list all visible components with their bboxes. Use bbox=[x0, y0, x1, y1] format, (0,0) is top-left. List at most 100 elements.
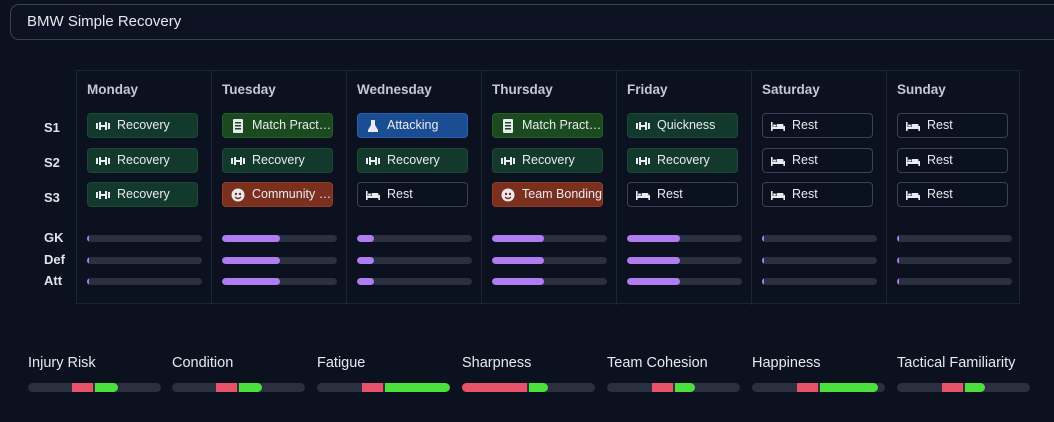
session-slot[interactable]: Match Practice bbox=[492, 113, 603, 138]
workload-bar-gk bbox=[762, 235, 877, 242]
workload-bar-att bbox=[492, 278, 607, 285]
meter-track bbox=[462, 383, 595, 392]
workload-fill bbox=[222, 257, 280, 264]
session-label: Attacking bbox=[387, 118, 439, 132]
day-header: Monday bbox=[87, 82, 139, 97]
meter-label: Happiness bbox=[752, 355, 821, 371]
schedule-name-input[interactable]: BMW Simple Recovery bbox=[10, 4, 1054, 40]
dumbbell-icon bbox=[230, 153, 246, 169]
meter-track bbox=[172, 383, 305, 392]
meter-negative-segment bbox=[462, 383, 528, 392]
dumbbell-icon bbox=[635, 153, 651, 169]
session-label: Rest bbox=[927, 187, 953, 201]
position-label-att: Att bbox=[44, 273, 63, 288]
day-header: Friday bbox=[627, 82, 668, 97]
workload-bar-def bbox=[627, 257, 742, 264]
session-slot[interactable]: Rest bbox=[357, 182, 468, 207]
workload-fill bbox=[492, 278, 544, 285]
session-slot[interactable]: Rest bbox=[762, 182, 873, 207]
workload-fill bbox=[897, 235, 900, 242]
position-label-gk: GK bbox=[44, 230, 64, 245]
workload-fill bbox=[762, 235, 765, 242]
session-label-s3: S3 bbox=[44, 190, 60, 205]
meter-positive-segment bbox=[528, 383, 549, 392]
clipboard-icon bbox=[230, 118, 246, 134]
meter-team-cohesion: Team Cohesion bbox=[607, 355, 741, 392]
dumbbell-icon bbox=[95, 118, 111, 134]
meter-positive-segment bbox=[674, 383, 695, 392]
session-slot[interactable]: Recovery bbox=[492, 148, 603, 173]
weekly-schedule-grid: Monday Recovery Recovery Recovery Tuesday Mat… bbox=[76, 70, 1021, 305]
day-column-monday: Monday Recovery Recovery Recovery bbox=[77, 71, 212, 305]
session-label: Rest bbox=[792, 187, 818, 201]
session-label-s1: S1 bbox=[44, 120, 60, 135]
workload-bar-gk bbox=[897, 235, 1012, 242]
session-label-s2: S2 bbox=[44, 155, 60, 170]
session-slot[interactable]: Rest bbox=[627, 182, 738, 207]
session-slot[interactable]: Match Practice bbox=[222, 113, 333, 138]
session-slot[interactable]: Rest bbox=[897, 148, 1008, 173]
workload-fill bbox=[222, 278, 280, 285]
meter-negative-segment bbox=[215, 383, 238, 392]
session-label: Rest bbox=[927, 118, 953, 132]
session-slot[interactable]: Recovery bbox=[627, 148, 738, 173]
day-header: Saturday bbox=[762, 82, 820, 97]
workload-fill bbox=[897, 257, 900, 264]
workload-fill bbox=[897, 278, 900, 285]
meter-label: Team Cohesion bbox=[607, 355, 708, 371]
session-label: Quickness bbox=[657, 118, 716, 132]
workload-bar-def bbox=[222, 257, 337, 264]
session-slot[interactable]: Recovery bbox=[87, 182, 198, 207]
session-label: Rest bbox=[927, 153, 953, 167]
meter-negative-segment bbox=[652, 383, 674, 392]
dumbbell-icon bbox=[365, 153, 381, 169]
session-label: Recovery bbox=[117, 187, 170, 201]
workload-bar-att bbox=[87, 278, 202, 285]
day-header: Sunday bbox=[897, 82, 946, 97]
dumbbell-icon bbox=[95, 187, 111, 203]
session-label: Match Practice bbox=[522, 118, 602, 132]
session-label: Recovery bbox=[117, 118, 170, 132]
meter-label: Injury Risk bbox=[28, 355, 96, 371]
session-slot[interactable]: Rest bbox=[897, 182, 1008, 207]
workload-fill bbox=[87, 257, 90, 264]
meter-track bbox=[752, 383, 885, 392]
meter-track bbox=[28, 383, 161, 392]
session-label: Rest bbox=[387, 187, 413, 201]
session-slot[interactable]: Attacking bbox=[357, 113, 468, 138]
workload-fill bbox=[762, 257, 765, 264]
session-slot[interactable]: Recovery bbox=[87, 148, 198, 173]
session-label: Match Practice bbox=[252, 118, 332, 132]
workload-bar-gk bbox=[357, 235, 472, 242]
workload-fill bbox=[357, 257, 375, 264]
workload-bar-def bbox=[87, 257, 202, 264]
day-column-wednesday: Wednesday Attacking Recovery Rest bbox=[347, 71, 482, 305]
bed-icon bbox=[905, 187, 921, 203]
workload-fill bbox=[627, 278, 680, 285]
session-slot[interactable]: Recovery bbox=[87, 113, 198, 138]
day-column-sunday: Sunday Rest Rest Rest bbox=[887, 71, 1021, 305]
meter-negative-segment bbox=[942, 383, 964, 392]
meter-sharpness: Sharpness bbox=[462, 355, 596, 392]
day-column-tuesday: Tuesday Match Practice Recovery Community O… bbox=[212, 71, 347, 305]
session-slot[interactable]: Rest bbox=[897, 113, 1008, 138]
session-slot[interactable]: Team Bonding bbox=[492, 182, 603, 207]
session-slot[interactable]: Recovery bbox=[222, 148, 333, 173]
workload-bar-def bbox=[357, 257, 472, 264]
day-column-saturday: Saturday Rest Rest Rest bbox=[752, 71, 887, 305]
session-slot[interactable]: Quickness bbox=[627, 113, 738, 138]
session-slot[interactable]: Rest bbox=[762, 148, 873, 173]
session-slot[interactable]: Rest bbox=[762, 113, 873, 138]
meter-positive-segment bbox=[94, 383, 119, 392]
workload-fill bbox=[627, 235, 680, 242]
session-slot[interactable]: Recovery bbox=[357, 148, 468, 173]
workload-fill bbox=[762, 278, 765, 285]
workload-fill bbox=[357, 278, 375, 285]
day-header: Tuesday bbox=[222, 82, 276, 97]
session-label: Recovery bbox=[252, 153, 305, 167]
workload-fill bbox=[87, 278, 90, 285]
meter-negative-segment bbox=[71, 383, 94, 392]
session-slot[interactable]: Community Outreach bbox=[222, 182, 333, 207]
session-label: Rest bbox=[792, 153, 818, 167]
day-header: Wednesday bbox=[357, 82, 432, 97]
